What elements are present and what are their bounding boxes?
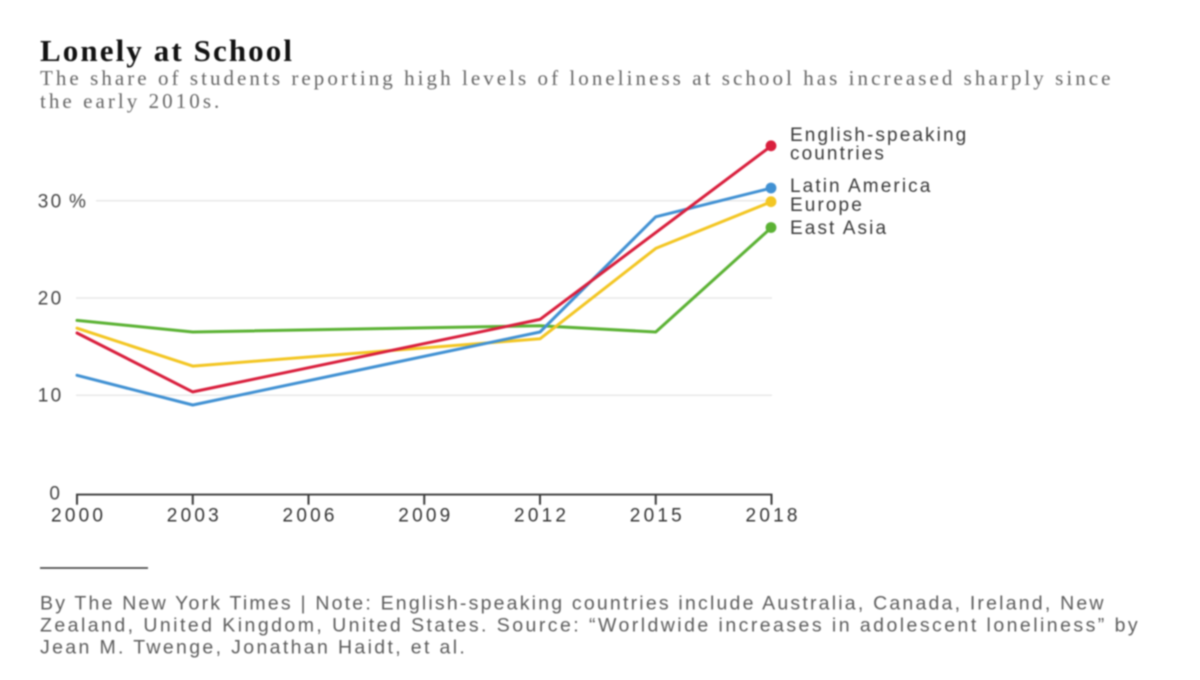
svg-text:2009: 2009 xyxy=(398,505,453,526)
svg-text:Zealand, United Kingdom, Unite: Zealand, United Kingdom, United States. … xyxy=(40,615,1140,637)
svg-text:2015: 2015 xyxy=(630,505,685,526)
svg-text:2018: 2018 xyxy=(746,505,801,526)
svg-text:%: % xyxy=(69,192,88,213)
svg-text:0: 0 xyxy=(49,484,62,505)
svg-text:English-speaking: English-speaking xyxy=(790,125,968,146)
svg-text:20: 20 xyxy=(38,289,64,310)
svg-text:Jean M. Twenge, Jonathan Haidt: Jean M. Twenge, Jonathan Haidt, et al. xyxy=(40,637,467,659)
svg-text:Lonely at School: Lonely at School xyxy=(40,33,294,68)
svg-text:East Asia: East Asia xyxy=(790,218,888,239)
svg-text:Europe: Europe xyxy=(790,195,864,216)
svg-text:2006: 2006 xyxy=(283,505,338,526)
svg-text:By The New York Times | Note:: By The New York Times | Note: English-sp… xyxy=(40,593,1106,615)
svg-text:The share of students reportin: The share of students reporting high lev… xyxy=(40,66,1114,90)
svg-text:2000: 2000 xyxy=(51,505,106,526)
svg-text:10: 10 xyxy=(38,386,64,407)
svg-text:countries: countries xyxy=(790,144,886,165)
svg-text:Latin America: Latin America xyxy=(790,176,932,197)
svg-text:the early 2010s.: the early 2010s. xyxy=(40,89,222,113)
svg-text:30: 30 xyxy=(38,192,64,213)
svg-text:2003: 2003 xyxy=(167,505,222,526)
svg-text:2012: 2012 xyxy=(514,505,569,526)
